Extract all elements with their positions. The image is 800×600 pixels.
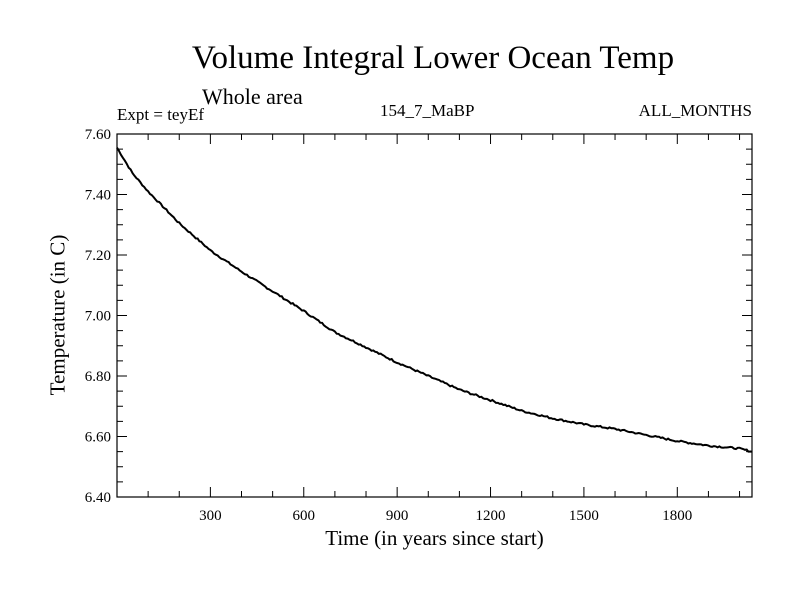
season-label: ALL_MONTHS — [638, 101, 752, 120]
chart-subtitle: Whole area — [202, 84, 303, 109]
y-tick-label: 6.40 — [85, 490, 111, 506]
x-axis-label: Time (in years since start) — [325, 526, 544, 550]
chart-title: Volume Integral Lower Ocean Temp — [191, 40, 675, 76]
x-tick-label: 1800 — [662, 508, 692, 524]
x-tick-label: 1500 — [569, 508, 599, 524]
axis-ticks — [117, 134, 752, 497]
experiment-name: 154_7_MaBP — [380, 101, 475, 120]
y-tick-label: 7.20 — [85, 248, 111, 264]
experiment-label: Expt = teyEf — [117, 105, 205, 124]
y-tick-label: 6.80 — [85, 369, 111, 385]
x-tick-label: 900 — [386, 508, 409, 524]
y-tick-label: 6.60 — [85, 430, 111, 446]
x-tick-label: 1200 — [476, 508, 506, 524]
y-tick-label: 7.40 — [85, 188, 111, 204]
x-tick-label: 600 — [293, 508, 316, 524]
plot-frame — [116, 133, 753, 498]
y-tick-label: 7.60 — [85, 127, 111, 143]
y-tick-label: 7.00 — [85, 309, 111, 325]
x-tick-label: 300 — [199, 508, 222, 524]
axis-tick-labels: 300 600 900 1200 1500 1800 6.40 6.60 6.80 7.00 7.2… — [85, 127, 693, 524]
temperature-series-line — [116, 147, 753, 453]
